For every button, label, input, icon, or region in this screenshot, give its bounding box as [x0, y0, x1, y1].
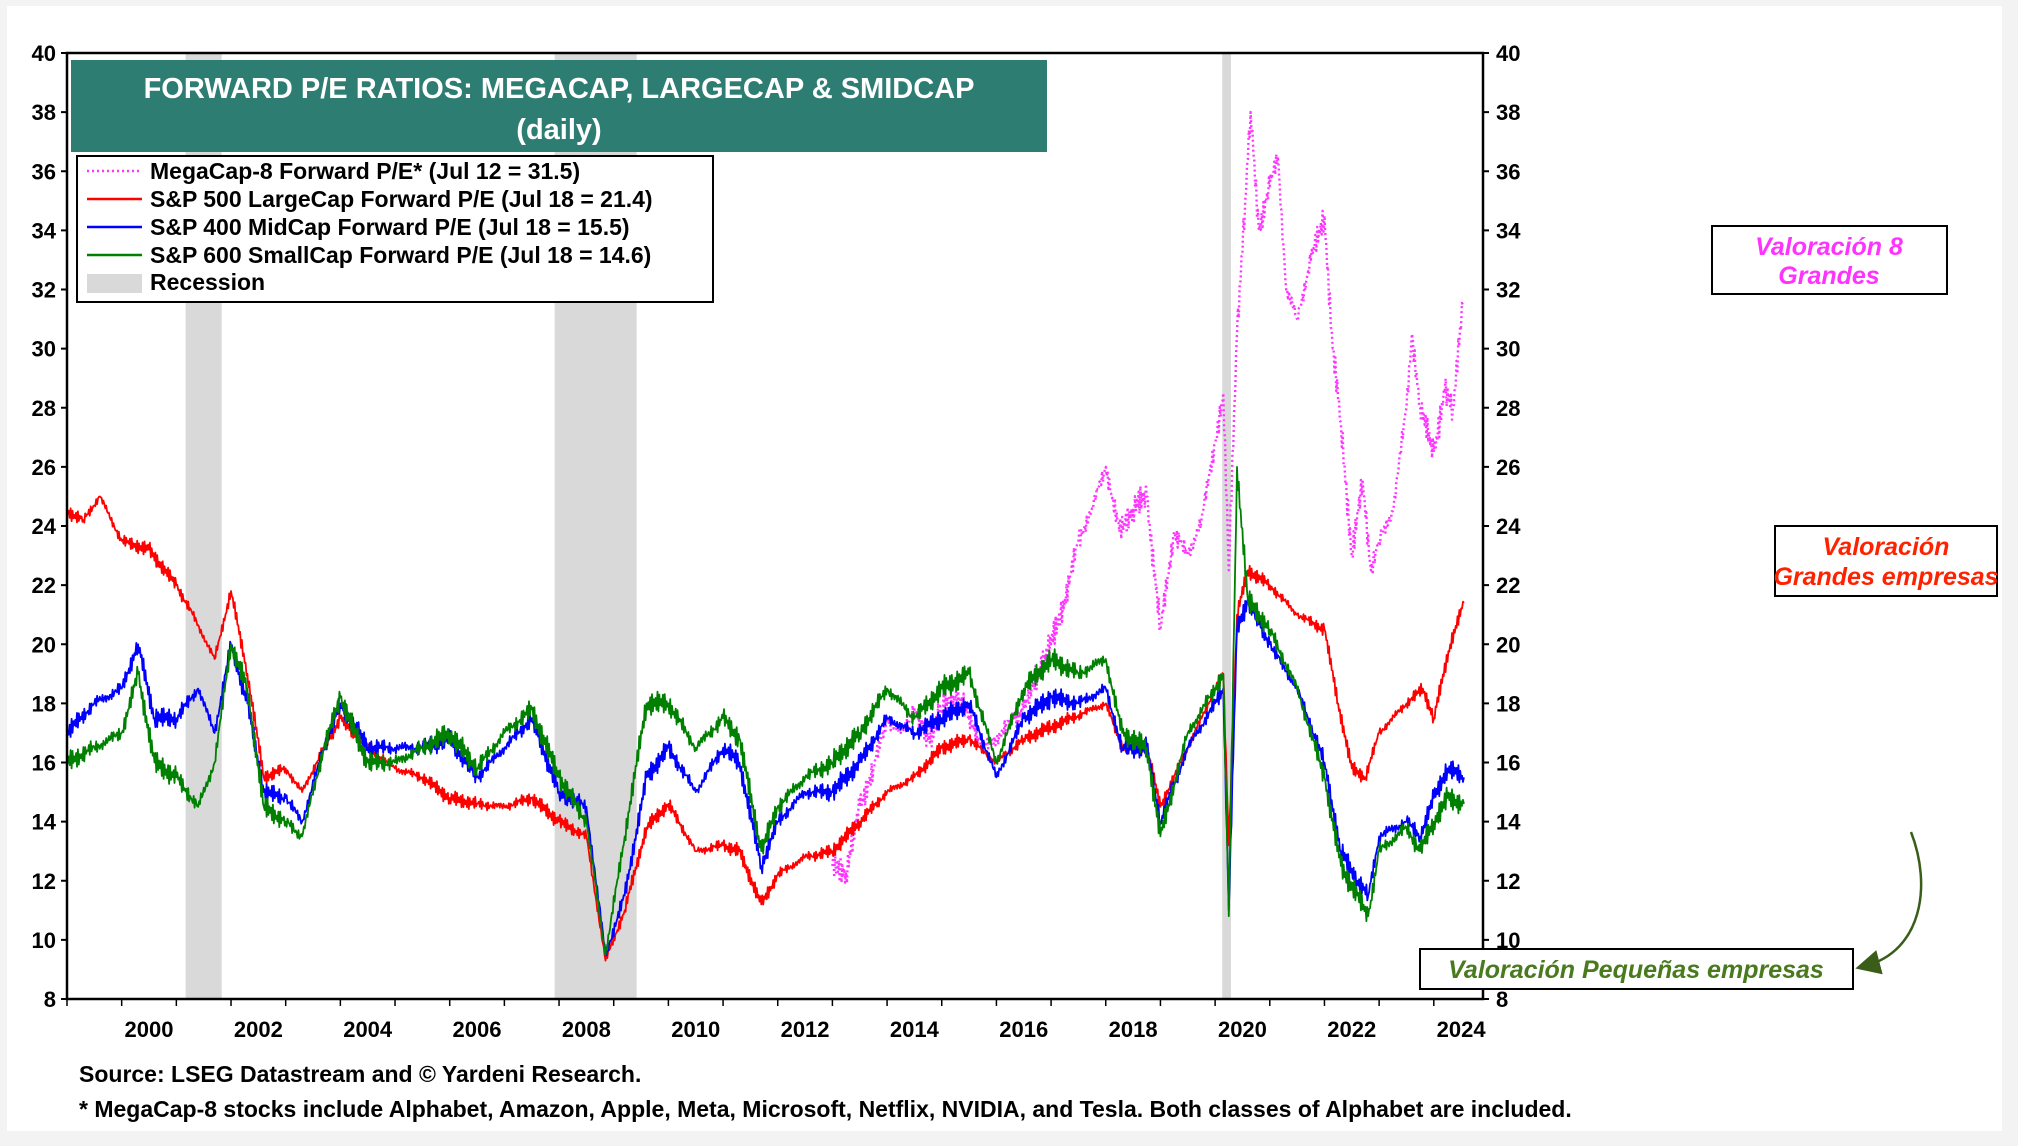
x-tick-label: 2008 [562, 1017, 611, 1042]
y-tick-label-left: 26 [32, 455, 56, 480]
y-tick-label-right: 20 [1496, 632, 1520, 657]
chart-title-line1: FORWARD P/E RATIOS: MEGACAP, LARGECAP & … [144, 73, 975, 105]
y-tick-label-right: 28 [1496, 396, 1520, 421]
title-background [71, 60, 1047, 152]
y-tick-label-right: 8 [1496, 987, 1508, 1012]
annotation-large: Valoración Grandes empresas [1773, 525, 1999, 597]
annotation-mega-line1: Valoración 8 [1755, 233, 1903, 261]
annotation-mega: Valoración 8 Grandes [1711, 225, 1948, 295]
legend-label-large: S&P 500 LargeCap Forward P/E (Jul 18 = 2… [150, 186, 653, 212]
x-tick-label: 2010 [671, 1017, 720, 1042]
y-tick-label-left: 8 [44, 987, 56, 1012]
x-tick-label: 2022 [1327, 1017, 1376, 1042]
y-tick-label-left: 14 [32, 810, 57, 835]
annotation-small-text: Valoración Pequeñas empresas [1448, 956, 1824, 984]
y-tick-label-right: 32 [1496, 278, 1520, 303]
y-tick-label-left: 18 [32, 691, 56, 716]
x-tick-label: 2012 [781, 1017, 830, 1042]
series-line-small [67, 466, 1465, 956]
legend: MegaCap-8 Forward P/E* (Jul 12 = 31.5) S… [76, 155, 714, 303]
x-tick-label: 2002 [234, 1017, 283, 1042]
y-tick-label-left: 30 [32, 337, 56, 362]
annotation-large-line1: Valoración [1823, 533, 1950, 561]
annotation-large-line2: Grandes empresas [1773, 563, 1998, 591]
legend-box [76, 155, 714, 303]
y-tick-label-right: 24 [1496, 514, 1521, 539]
y-tick-label-left: 34 [32, 218, 57, 243]
series-line-large [67, 495, 1465, 962]
y-tick-label-right: 26 [1496, 455, 1520, 480]
legend-label-mega: MegaCap-8 Forward P/E* (Jul 12 = 31.5) [150, 158, 580, 184]
y-tick-label-right: 40 [1496, 41, 1520, 66]
y-tick-label-left: 28 [32, 396, 56, 421]
x-tick-label: 2004 [343, 1017, 393, 1042]
footnote-text: * MegaCap-8 stocks include Alphabet, Ama… [79, 1096, 1572, 1122]
chart-card: 8 8 10 10 12 12 14 14 16 16 18 18 20 20 22 22 24 24 26 26 28… [7, 6, 2002, 1131]
title-box: FORWARD P/E RATIOS: MEGACAP, LARGECAP & … [71, 60, 1047, 152]
annotation-large-box [1774, 525, 1998, 597]
annotation-small: Valoración Pequeñas empresas [1419, 831, 1923, 990]
legend-label-mid: S&P 400 MidCap Forward P/E (Jul 18 = 15.… [150, 214, 630, 240]
annotation-mega-box [1711, 225, 1948, 295]
y-tick-label-right: 16 [1496, 751, 1520, 776]
x-tick-label: 2006 [453, 1017, 502, 1042]
y-tick-label-left: 32 [32, 278, 56, 303]
y-tick-label-right: 12 [1496, 869, 1520, 894]
y-tick-label-left: 22 [32, 573, 56, 598]
y-tick-label-left: 24 [32, 514, 57, 539]
annotation-small-arrow [1855, 831, 1923, 975]
x-tick-label: 2000 [125, 1017, 174, 1042]
x-tick-label: 2024 [1437, 1017, 1487, 1042]
y-tick-label-right: 36 [1496, 159, 1520, 184]
x-tick-label: 2014 [890, 1017, 940, 1042]
legend-label-small: S&P 600 SmallCap Forward P/E (Jul 18 = 1… [150, 242, 651, 268]
y-tick-label-left: 36 [32, 159, 56, 184]
y-tick-label-right: 30 [1496, 337, 1520, 362]
series-line-mid [67, 595, 1465, 957]
y-tick-label-left: 12 [32, 869, 56, 894]
y-tick-label-right: 38 [1496, 100, 1520, 125]
x-tick-label: 2020 [1218, 1017, 1267, 1042]
legend-swatch-recession [87, 274, 142, 293]
y-tick-label-right: 34 [1496, 218, 1521, 243]
y-tick-label-left: 40 [32, 41, 56, 66]
y-tick-label-right: 18 [1496, 691, 1520, 716]
y-tick-label-right: 14 [1496, 810, 1521, 835]
annotation-small-box [1419, 948, 1854, 990]
annotation-mega-line2: Grandes [1778, 262, 1880, 290]
y-tick-label-left: 20 [32, 632, 56, 657]
source-text: Source: LSEG Datastream and © Yardeni Re… [79, 1061, 642, 1087]
y-tick-label-left: 38 [32, 100, 56, 125]
series-layer [67, 110, 1465, 962]
y-tick-label-left: 10 [32, 928, 56, 953]
y-tick-label-left: 16 [32, 751, 56, 776]
legend-label-recession: Recession [150, 269, 265, 295]
y-tick-label-right: 22 [1496, 573, 1520, 598]
x-tick-label: 2018 [1109, 1017, 1158, 1042]
x-tick-label: 2016 [999, 1017, 1048, 1042]
chart-title-line2: (daily) [516, 114, 601, 146]
